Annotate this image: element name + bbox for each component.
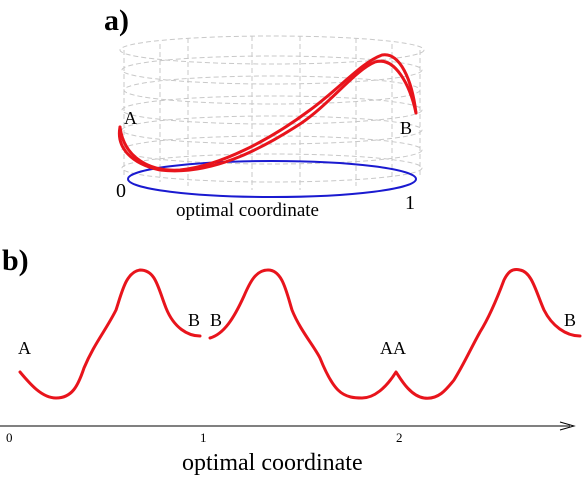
label-aa-middle: AA xyxy=(380,338,406,358)
point-label-b: B xyxy=(400,118,412,138)
panel-a: a) A B 0 1 optimal coordinate xyxy=(104,4,425,221)
base-ellipse xyxy=(127,160,417,198)
axis-label-zero: 0 xyxy=(116,180,126,202)
cylinder-top-ring xyxy=(119,35,425,65)
label-b-second: B xyxy=(210,310,222,330)
path-curve-front xyxy=(118,53,418,172)
cylinder-grid xyxy=(119,35,425,190)
cylinder-ring-5 xyxy=(121,115,423,145)
label-a-left: A xyxy=(18,338,31,358)
panel-b-axis-title: optimal coordinate xyxy=(182,450,363,476)
curve-segment-2 xyxy=(208,268,582,400)
curve-segment-1 xyxy=(18,268,202,400)
panel-a-label: a) xyxy=(104,4,129,37)
point-label-a: A xyxy=(124,108,137,128)
tick-label-2: 2 xyxy=(396,430,403,445)
label-b-first: B xyxy=(188,310,200,330)
tick-label-1: 1 xyxy=(200,430,207,445)
axis-label-one: 1 xyxy=(405,192,415,214)
panel-a-axis-title: optimal coordinate xyxy=(176,200,319,221)
label-b-right: B xyxy=(564,310,576,330)
cylinder-ring-7 xyxy=(121,153,423,183)
x-axis-arrowhead xyxy=(559,421,576,431)
cylinder-ring-4 xyxy=(121,95,423,125)
cylinder-ring-2 xyxy=(121,55,423,85)
panel-b-label: b) xyxy=(2,244,29,277)
panel-b: b) A B B AA B 0 1 2 optimal coordinate xyxy=(0,244,582,476)
tick-label-0: 0 xyxy=(6,430,13,445)
